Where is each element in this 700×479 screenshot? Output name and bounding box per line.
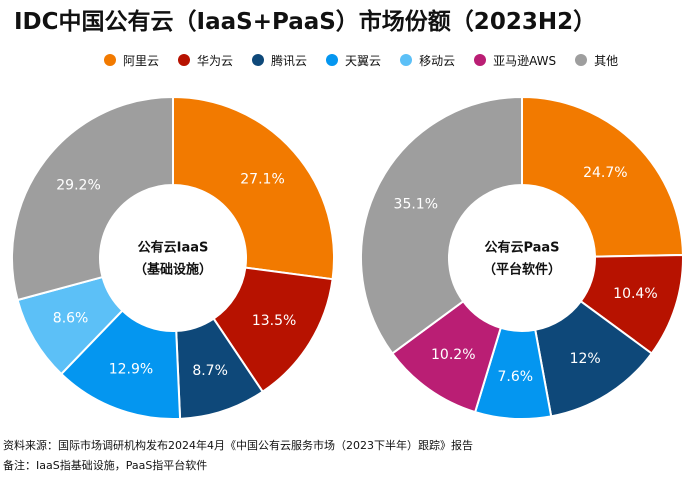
legend-label: 华为云 xyxy=(197,53,234,68)
legend-label: 移动云 xyxy=(419,53,456,68)
donut-center-label: 公有云PaaS xyxy=(484,240,559,256)
legend-item: 华为云 xyxy=(178,52,233,69)
legend-swatch xyxy=(178,54,191,66)
legend-item: 天翼云 xyxy=(326,52,381,69)
donut-center-label: （平台软件） xyxy=(483,262,561,278)
legend-swatch xyxy=(400,54,413,66)
slice-label: 12% xyxy=(570,351,601,367)
legend-item: 腾讯云 xyxy=(252,52,307,69)
slice-label: 13.5% xyxy=(252,313,296,329)
legend-label: 腾讯云 xyxy=(271,53,308,68)
slice-label: 7.6% xyxy=(497,369,533,385)
legend-item: 亚马逊AWS xyxy=(474,52,556,69)
slice-label: 10.2% xyxy=(431,347,475,363)
legend-label: 亚马逊AWS xyxy=(493,53,557,68)
chart-title: IDC中国公有云（IaaS+PaaS）市场份额（2023H2） xyxy=(14,9,597,35)
footer: 资料来源：国际市场调研机构发布2024年4月《中国公有云服务市场（2023下半年… xyxy=(3,436,693,476)
legend-item: 其他 xyxy=(575,52,618,69)
slice-label: 10.4% xyxy=(613,286,657,302)
donut-slice xyxy=(172,95,335,281)
slice-label: 24.7% xyxy=(583,165,627,181)
slice-label: 29.2% xyxy=(56,178,100,194)
remark-note: 备注：IaaS指基础设施，PaaS指平台软件 xyxy=(3,459,208,472)
donut-slice xyxy=(521,95,684,258)
legend-item: 阿里云 xyxy=(104,52,159,69)
legend-swatch xyxy=(575,54,588,66)
legend-label: 其他 xyxy=(594,53,619,68)
donut-center-label: （基础设施） xyxy=(134,262,212,278)
donut-slice xyxy=(11,95,174,302)
legend: 阿里云 华为云 腾讯云 天翼云 移动云 亚马逊AWS 其他 xyxy=(104,50,664,70)
legend-swatch xyxy=(104,54,116,66)
donut-slice xyxy=(360,95,523,355)
slice-label: 35.1% xyxy=(394,196,438,212)
slice-label: 8.7% xyxy=(192,363,228,379)
slice-label: 12.9% xyxy=(109,361,153,377)
legend-swatch xyxy=(474,54,487,66)
legend-label: 阿里云 xyxy=(123,53,160,68)
legend-item: 移动云 xyxy=(400,52,455,69)
slice-label: 8.6% xyxy=(53,311,89,327)
slice-label: 27.1% xyxy=(240,172,284,188)
source-note: 资料来源：国际市场调研机构发布2024年4月《中国公有云服务市场（2023下半年… xyxy=(3,439,473,452)
donut-chart: 24.7% 10.4% 12% 7.6% 10.2% 35.1% 公有云PaaS （平台软件） xyxy=(360,95,684,420)
legend-swatch xyxy=(252,54,265,66)
legend-label: 天翼云 xyxy=(345,53,382,68)
legend-swatch xyxy=(326,54,339,66)
donut-chart: 27.1% 13.5% 8.7% 12.9% 8.6% 29.2% 公有云IaaS （基础设施… xyxy=(11,95,335,420)
donut-center-label: 公有云IaaS xyxy=(138,240,209,256)
